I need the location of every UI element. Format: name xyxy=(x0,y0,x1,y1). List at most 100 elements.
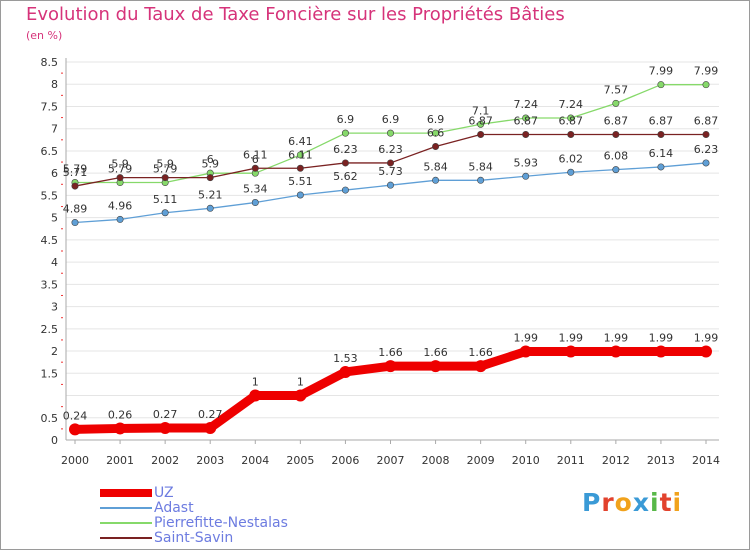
data-label-adast: 6.02 xyxy=(559,152,584,165)
data-point-uz xyxy=(654,345,667,358)
data-label-saint-savin: 6.87 xyxy=(559,114,584,127)
data-point-adast xyxy=(116,215,124,223)
data-point-saint-savin xyxy=(251,164,259,172)
data-label-uz: 1.99 xyxy=(559,332,584,345)
y-tick-label: 8 xyxy=(51,78,58,91)
data-label-uz: 1 xyxy=(252,376,259,389)
series-pierrefitte xyxy=(71,81,710,187)
y-axis-ticks: 0 0.5 1.5 2 2.5 3 3.5 4 4.5 5 5.5 6 6.5 7 7.5 8 8.5 xyxy=(41,56,59,447)
legend-label-saint-savin: Saint-Savin xyxy=(154,530,234,546)
series-adast xyxy=(71,159,710,227)
data-point-pierrefitte xyxy=(702,81,710,89)
data-point-saint-savin xyxy=(206,174,214,182)
y-tick-label: 0.5 xyxy=(41,412,59,425)
data-point-adast xyxy=(522,172,530,180)
logo-letter: x xyxy=(632,488,650,517)
data-point-pierrefitte xyxy=(386,129,394,137)
y-tick-label: 5 xyxy=(51,212,58,225)
y-tick-label: 5.5 xyxy=(41,189,59,202)
y-tick-label: 2 xyxy=(51,345,58,358)
data-label-saint-savin: 6.23 xyxy=(378,143,403,156)
x-tick-label: 2005 xyxy=(286,454,314,467)
data-label-adast: 6.14 xyxy=(649,147,674,160)
data-point-uz xyxy=(114,422,127,435)
x-tick-label: 2003 xyxy=(196,454,224,467)
x-tick-label: 2006 xyxy=(331,454,359,467)
data-point-adast xyxy=(612,166,620,174)
data-label-pierrefitte: 5.79 xyxy=(63,163,88,176)
data-point-adast xyxy=(296,191,304,199)
logo-letter: r xyxy=(601,488,615,517)
y-tick-label: 4.5 xyxy=(41,234,59,247)
data-label-uz: 1 xyxy=(297,376,304,389)
data-point-adast xyxy=(432,176,440,184)
data-point-adast xyxy=(702,159,710,167)
data-point-uz xyxy=(204,421,217,434)
y-tick-label: 6 xyxy=(51,167,58,180)
legend-label-pierrefitte: Pierrefitte-Nestalas xyxy=(154,515,288,531)
data-point-uz xyxy=(700,345,712,358)
y-tick-label: 8.5 xyxy=(41,56,59,69)
logo-letter: i xyxy=(650,488,660,517)
data-point-adast xyxy=(567,168,575,176)
proxiti-logo: Proxiti xyxy=(582,488,682,517)
data-label-adast: 5.84 xyxy=(468,160,493,173)
data-point-pierrefitte xyxy=(432,129,440,137)
data-label-saint-savin: 5.9 xyxy=(111,158,129,171)
x-tick-label: 2001 xyxy=(106,454,134,467)
x-tick-label: 2010 xyxy=(512,454,540,467)
data-point-adast xyxy=(477,176,485,184)
data-point-saint-savin xyxy=(116,174,124,182)
data-label-uz: 0.24 xyxy=(63,409,88,422)
x-tick-label: 2014 xyxy=(692,454,720,467)
data-point-adast xyxy=(161,209,169,217)
legend-swatch-uz xyxy=(100,489,152,497)
data-point-pierrefitte xyxy=(567,114,575,122)
data-label-adast: 5.73 xyxy=(378,165,403,178)
data-label-uz: 1.66 xyxy=(378,346,403,359)
data-label-adast: 4.89 xyxy=(63,203,88,216)
data-label-saint-savin: 5.71 xyxy=(63,166,88,179)
y-tick-label: 3.5 xyxy=(41,278,59,291)
data-point-saint-savin xyxy=(71,182,79,190)
y-tick-label: 1.5 xyxy=(41,367,59,380)
chart-title: Evolution du Taux de Taxe Foncière sur l… xyxy=(26,4,565,25)
legend-swatch-saint-savin xyxy=(100,537,152,539)
x-axis-ticks: 2000 2001 2002 2003 2004 2005 2006 2007 2008 2009… xyxy=(61,440,720,467)
data-label-saint-savin: 6.87 xyxy=(513,114,538,127)
data-label-pierrefitte: 7.99 xyxy=(649,65,674,78)
data-point-uz xyxy=(474,360,487,373)
data-label-pierrefitte: 7.57 xyxy=(604,83,629,96)
data-label-saint-savin: 6.87 xyxy=(468,114,493,127)
legend-swatch-adast xyxy=(100,507,152,509)
y-tick-label: 3 xyxy=(51,301,58,314)
data-point-saint-savin xyxy=(432,142,440,150)
data-label-pierrefitte: 6 xyxy=(207,153,214,166)
data-point-saint-savin xyxy=(567,130,575,138)
data-point-uz xyxy=(609,345,622,358)
data-label-saint-savin: 5.9 xyxy=(156,158,174,171)
data-point-adast xyxy=(657,163,665,171)
logo-letter: i xyxy=(672,488,683,517)
data-label-adast: 5.11 xyxy=(153,193,178,206)
data-label-adast: 6.23 xyxy=(694,143,719,156)
data-label-saint-savin: 6.11 xyxy=(288,148,313,161)
data-point-adast xyxy=(386,181,394,189)
x-tick-label: 2008 xyxy=(422,454,450,467)
data-label-pierrefitte: 6.41 xyxy=(288,135,313,148)
data-point-adast xyxy=(251,199,259,207)
data-label-uz: 0.27 xyxy=(198,408,223,421)
data-point-pierrefitte xyxy=(296,151,304,159)
data-label-adast: 5.34 xyxy=(243,183,268,196)
data-label-uz: 1.99 xyxy=(604,332,629,345)
data-point-saint-savin xyxy=(657,130,665,138)
data-point-uz xyxy=(519,345,532,358)
data-point-saint-savin xyxy=(386,159,394,167)
data-point-saint-savin xyxy=(341,159,349,167)
data-label-pierrefitte: 6.9 xyxy=(337,113,355,126)
x-tick-label: 2013 xyxy=(647,454,675,467)
data-label-pierrefitte: 5.79 xyxy=(108,163,133,176)
y-tick-label: 2.5 xyxy=(41,323,59,336)
data-point-saint-savin xyxy=(296,164,304,172)
